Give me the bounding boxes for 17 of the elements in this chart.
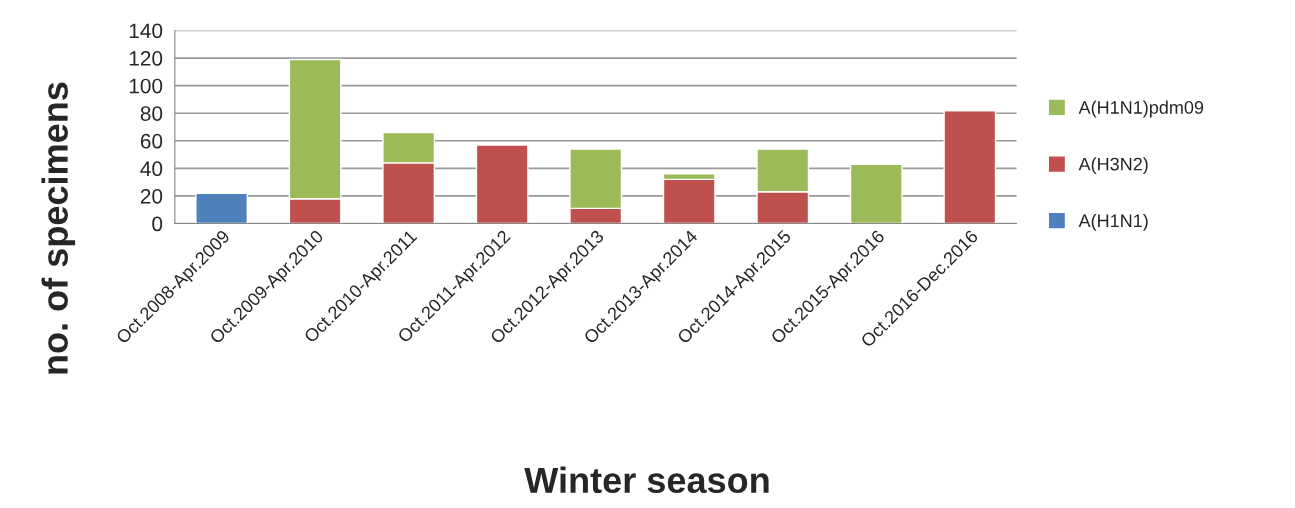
y-tick-label: 120 — [129, 51, 163, 66]
legend-label: A(H1N1)pdm09 — [1078, 100, 1204, 118]
bar — [943, 109, 997, 224]
bar — [849, 163, 903, 224]
y-tick-label: 140 — [129, 23, 163, 39]
legend-label: A(H1N1) — [1078, 213, 1148, 231]
y-tick-label: 80 — [140, 106, 163, 121]
bar — [195, 192, 249, 224]
bar — [475, 144, 529, 224]
y-tick-label: 100 — [129, 78, 163, 94]
y-axis-title: no. of specimens — [41, 82, 76, 374]
y-tick-label: 60 — [140, 133, 163, 149]
x-axis-title: Winter season — [524, 466, 769, 494]
legend-label: A(H3N2) — [1078, 157, 1148, 175]
y-tick-label: 0 — [152, 216, 163, 232]
y-tick-label: 40 — [140, 161, 163, 177]
y-tick-label: 20 — [140, 188, 163, 204]
